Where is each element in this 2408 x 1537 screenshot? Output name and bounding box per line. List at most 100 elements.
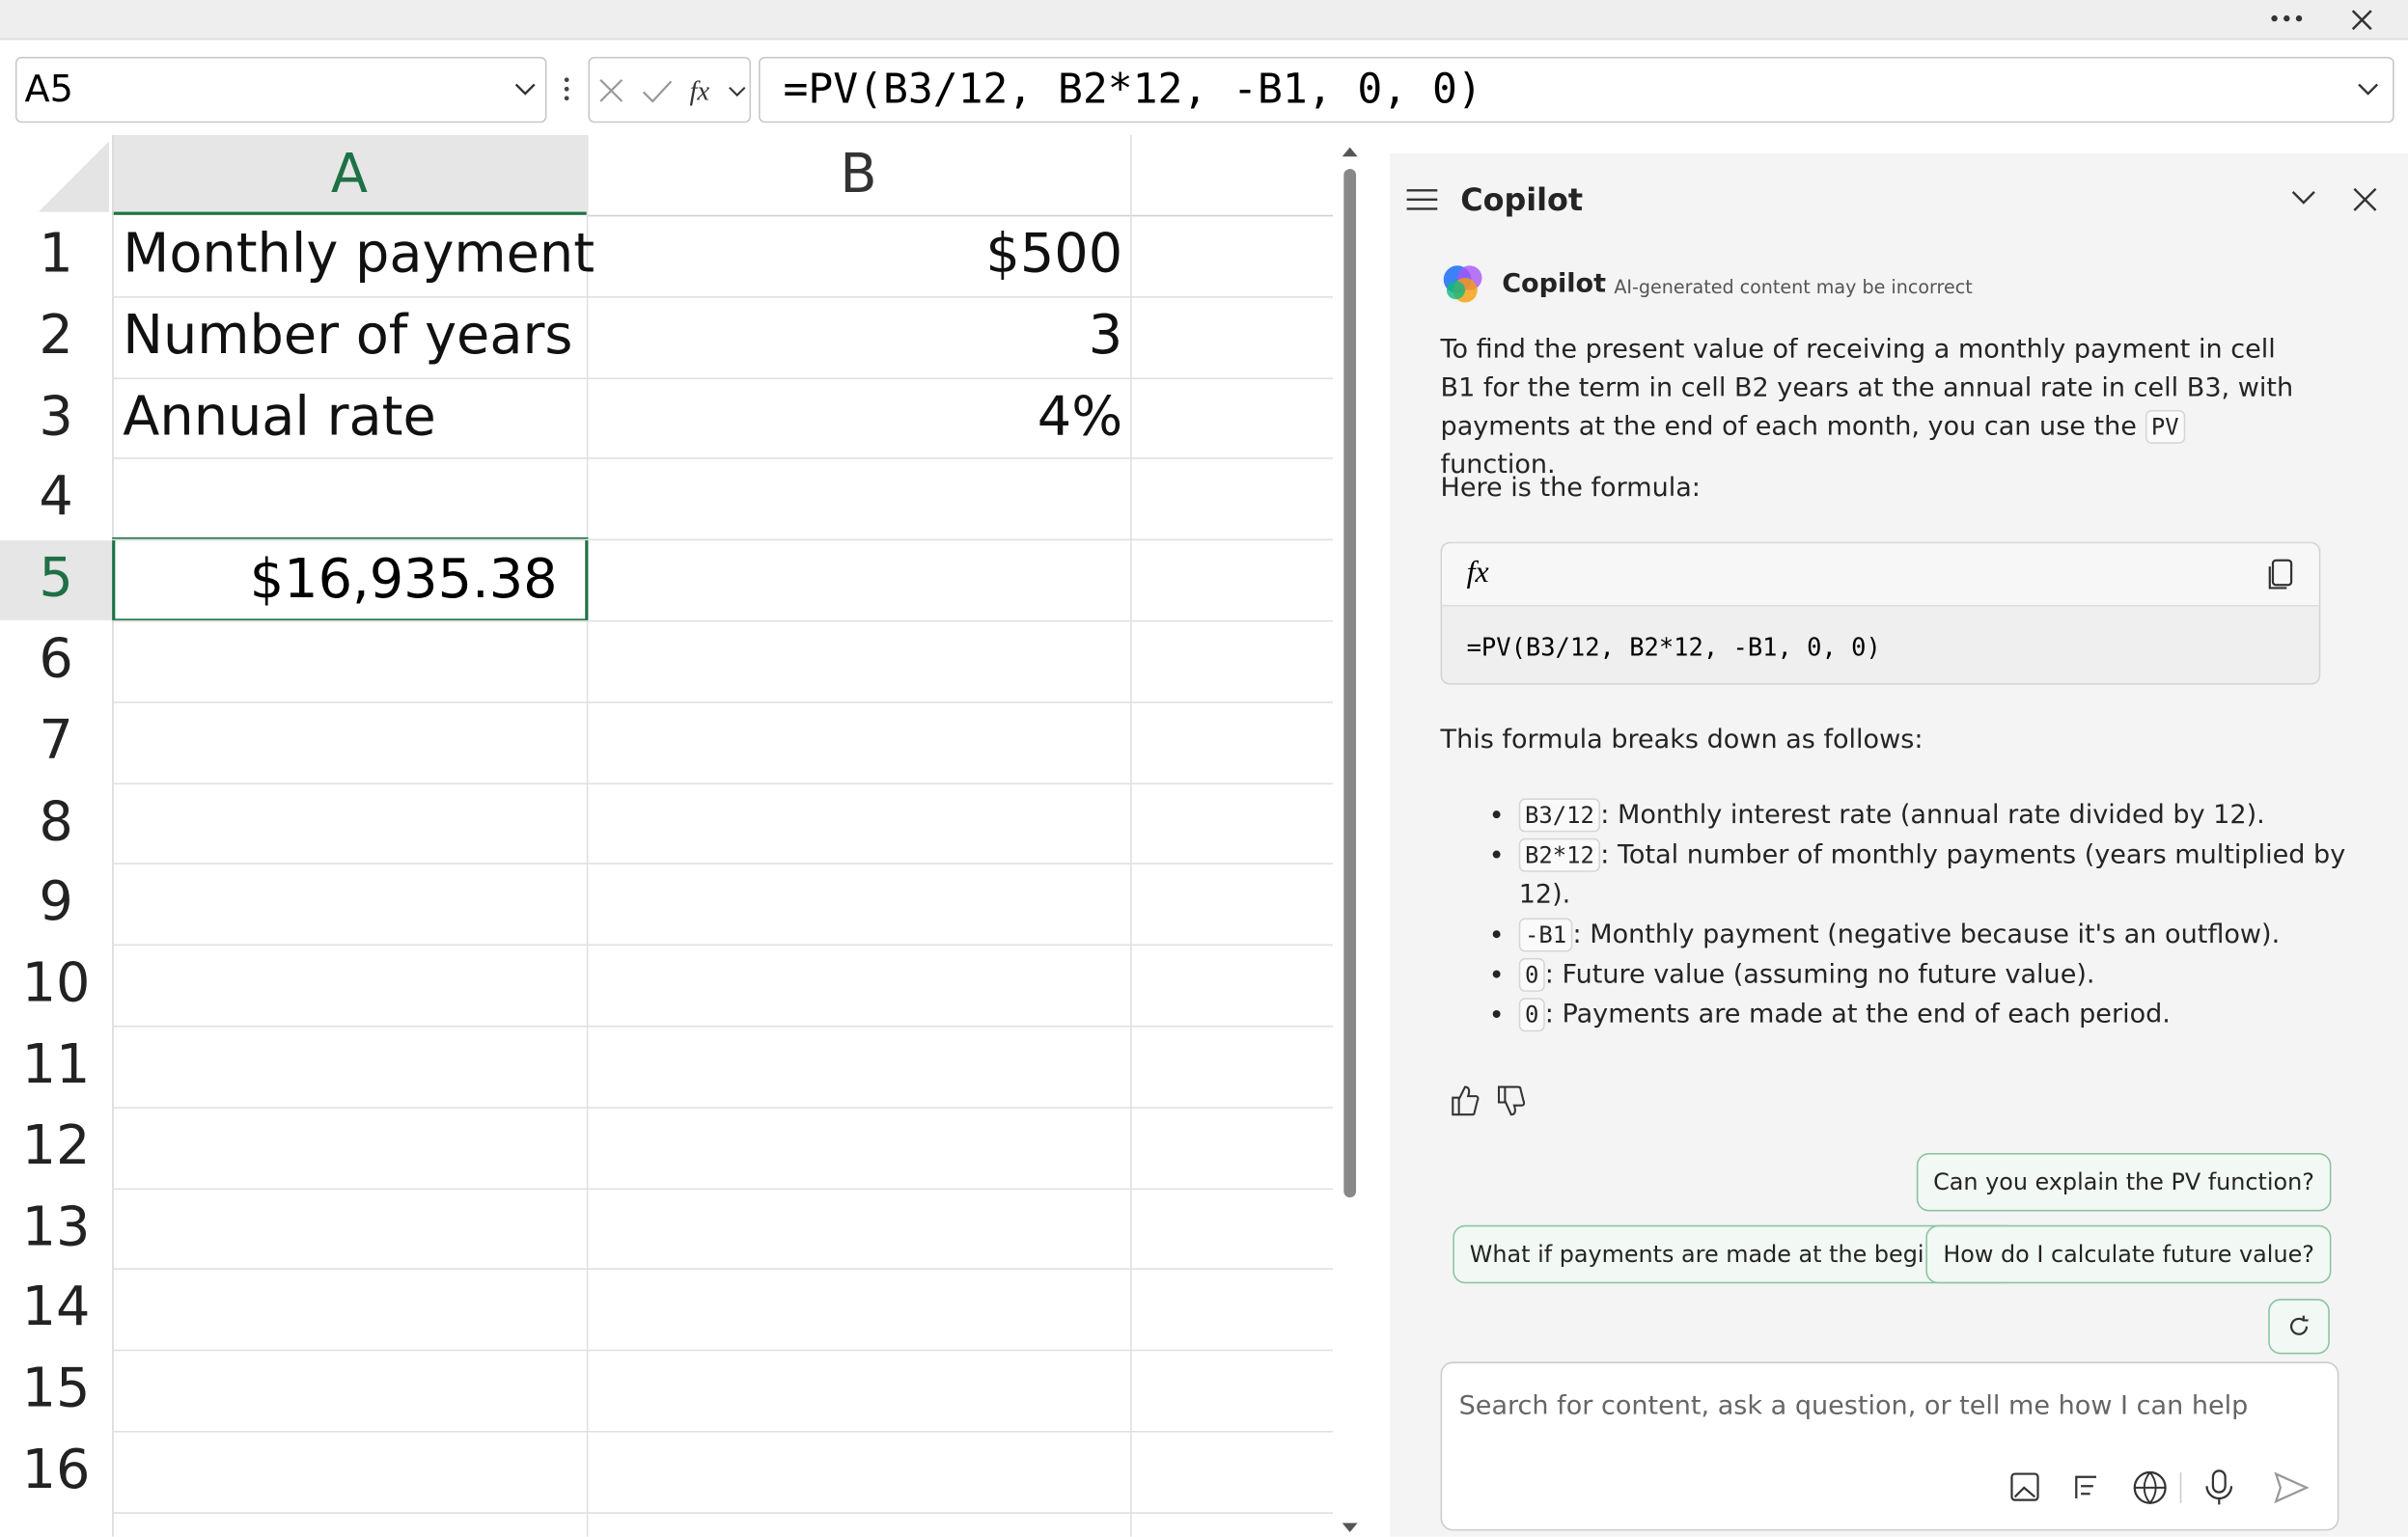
name-box-text: A5 [24, 68, 73, 111]
column-letter: B [840, 144, 877, 206]
separator-dots [564, 77, 569, 101]
grid-line [112, 135, 114, 1537]
bullet-item: 0: Payments are made at the end of each … [1518, 995, 2379, 1034]
row-header-selected [0, 540, 113, 620]
pane-title: Copilot [1460, 180, 1584, 218]
scrollbar[interactable] [1333, 135, 1368, 1537]
selected-cell[interactable]: $16,935.38 [112, 536, 589, 622]
grid-line [112, 1025, 1334, 1028]
collapse-icon[interactable] [2291, 190, 2315, 206]
row-number: 4 [39, 467, 73, 529]
cell: $500 [985, 224, 1123, 286]
close-button[interactable] [2350, 8, 2374, 32]
bullet-text: : Future value (assuming no future value… [1544, 959, 2095, 991]
column-letter: A [330, 144, 369, 206]
bullet-text: : Monthly payment (negative because it's… [1572, 919, 2281, 950]
intro-text: To find the present value of receiving a… [1440, 334, 2294, 443]
bullet-text: : Payments are made at the end of each p… [1544, 999, 2171, 1030]
disclaimer: AI-generated content may be incorrect [1614, 276, 1973, 298]
suggestion-chip[interactable]: How do I calculate future value? [1925, 1224, 2332, 1284]
refresh-icon [2289, 1315, 2309, 1335]
row-number: 5 [39, 548, 73, 611]
chat-input[interactable]: Search for content, ask a question, or t… [1440, 1361, 2339, 1531]
suggestion-chip[interactable]: What if payments are made at the beginni… [1453, 1224, 2018, 1284]
name-box[interactable]: A5 [14, 56, 547, 124]
grid-line [112, 863, 1334, 865]
cell: 4% [1037, 386, 1123, 448]
grid-line [112, 1268, 1334, 1271]
column-header-a[interactable] [112, 135, 587, 215]
expand-icon[interactable] [2357, 81, 2379, 96]
close-pane[interactable] [2353, 187, 2377, 211]
grid-line [112, 1106, 1334, 1109]
grid-line [586, 135, 589, 1537]
copilot-pane: Copilot Copilot AI-generated content may… [1390, 153, 2408, 1537]
intro-text: function. [1440, 450, 1556, 481]
bullet-item: 0: Future value (assuming no future valu… [1518, 955, 2379, 995]
grid-line [112, 538, 1334, 541]
grid-line [112, 295, 1334, 298]
inline-code: B2*12 [1518, 837, 1601, 872]
more-button[interactable] [2270, 10, 2304, 28]
cell: Monthly payment [123, 224, 595, 286]
formula-bar[interactable]: =PV(B3/12, B2*12, -B1, 0, 0) [759, 56, 2394, 124]
row-number: 8 [39, 791, 73, 854]
code-block: fx =PV(B3/12, B2*12, -B1, 0, 0) [1440, 541, 2321, 685]
menu-icon[interactable] [1406, 187, 1438, 211]
grid-line [112, 619, 1334, 622]
refresh-button[interactable] [2268, 1299, 2330, 1355]
breakdown-intro: This formula breaks down as follows: [1440, 725, 1924, 755]
grid-line [112, 700, 1334, 703]
row-number: 14 [21, 1277, 91, 1340]
formula-intro: Here is the formula: [1440, 473, 1701, 504]
row-number: 2 [39, 305, 73, 367]
cell: 3 [1088, 305, 1123, 367]
svg-text:fx: fx [689, 77, 709, 107]
inline-code: 0 [1518, 957, 1545, 992]
scrollbar-graphic [1342, 147, 1358, 1533]
copy-button[interactable] [2267, 559, 2295, 590]
formula-icons: fx [588, 56, 752, 124]
grid-line [112, 782, 1334, 784]
column-header-b[interactable] [586, 135, 1334, 217]
input-tools[interactable] [2007, 1468, 2330, 1507]
grid-line [112, 376, 1334, 379]
inline-code: B3/12 [1518, 798, 1601, 833]
select-all[interactable] [0, 135, 113, 215]
title-bar [0, 0, 2408, 41]
feedback-buttons[interactable] [1449, 1084, 1526, 1117]
row-number: 10 [21, 953, 91, 1016]
grid-line [1130, 135, 1132, 1537]
row-number: 3 [39, 386, 73, 448]
row-number: 7 [39, 710, 73, 773]
grid-line [112, 1430, 1334, 1433]
grid-line [112, 944, 1334, 947]
row-number: 9 [39, 872, 73, 935]
row-number: 15 [21, 1359, 91, 1421]
bullet-text: : Total number of monthly payments (year… [1518, 839, 2346, 911]
code-header [1442, 543, 2319, 607]
sender: Copilot [1502, 268, 1607, 300]
copilot-logo [1443, 265, 1482, 303]
row-number: 1 [39, 224, 73, 286]
bullet-list: B3/12: Monthly interest rate (annual rat… [1441, 795, 2379, 1034]
row-number: 16 [21, 1440, 91, 1502]
row-number: 12 [21, 1115, 91, 1178]
inline-code: -B1 [1518, 918, 1573, 952]
suggestion-chip[interactable]: Can you explain the PV function? [1916, 1152, 2332, 1212]
bullet-item: B3/12: Monthly interest rate (annual rat… [1518, 795, 2379, 835]
input-placeholder: Search for content, ask a question, or t… [1458, 1390, 2249, 1422]
bullet-item: B2*12: Total number of monthly payments … [1518, 836, 2379, 916]
cell: Annual rate [123, 386, 436, 448]
bullet-item: -B1: Monthly payment (negative because i… [1518, 915, 2379, 954]
formula-buttons[interactable]: fx [597, 77, 751, 108]
fx-label: fx [1466, 556, 1489, 590]
bullet-text: : Monthly interest rate (annual rate div… [1600, 800, 2265, 831]
spreadsheet: $16,935.38 A B 1 2 3 4 5 6 7 8 9 10 11 12 13 14 15 16 Mont… [0, 135, 1334, 1537]
dropdown-icon [514, 83, 536, 96]
row-number: 13 [21, 1196, 91, 1259]
code-text: =PV(B3/12, B2*12, -B1, 0, 0) [1466, 632, 1881, 662]
row-number: 11 [21, 1034, 91, 1097]
